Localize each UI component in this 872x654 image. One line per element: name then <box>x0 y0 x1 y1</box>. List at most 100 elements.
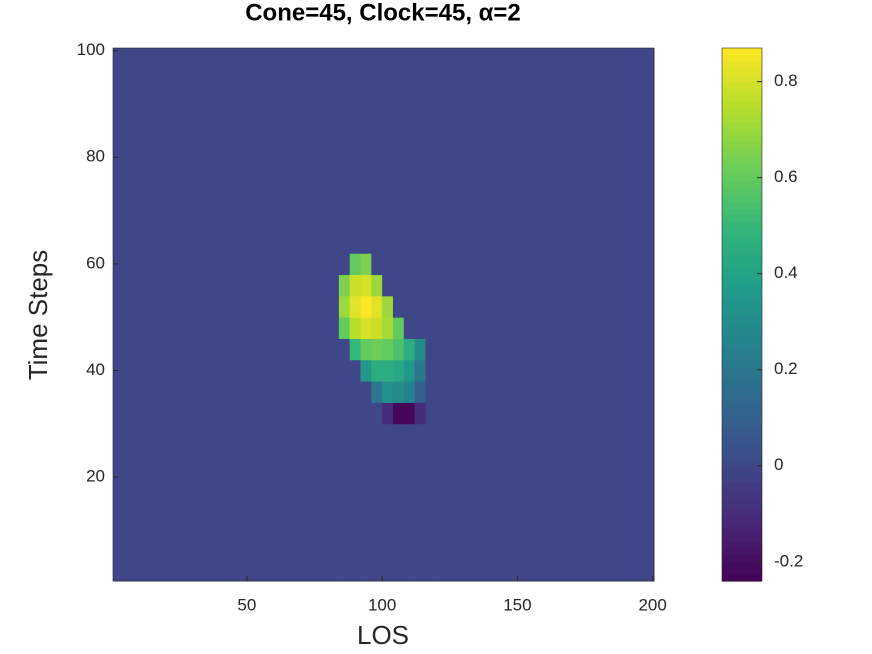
heat-cell <box>414 48 426 254</box>
colorbar-swatch <box>722 54 762 62</box>
colorbar-swatch <box>722 314 762 322</box>
colorbar-swatch <box>722 274 762 282</box>
colorbar-swatch <box>722 554 762 562</box>
colorbar-swatch <box>722 421 762 429</box>
colorbar-swatch <box>722 394 762 402</box>
heat-cell <box>113 402 340 425</box>
chart-title: Cone=45, Clock=45, α=2 <box>245 0 521 26</box>
colorbar-swatch <box>722 234 762 242</box>
heat-cell <box>113 295 340 318</box>
heat-cell <box>371 295 383 318</box>
heat-cell <box>338 274 351 297</box>
heat-cell <box>403 338 416 361</box>
heat-cell <box>360 48 372 254</box>
colorbar-swatch <box>722 87 762 96</box>
colorbar-swatch <box>722 101 762 109</box>
heat-cell <box>403 295 416 318</box>
heat-cell <box>360 253 372 276</box>
heat-cell <box>436 274 655 297</box>
heat-cell <box>414 317 426 339</box>
colorbar-swatch <box>722 367 762 376</box>
heat-cell <box>436 402 655 425</box>
y-tick-label: 20 <box>86 467 105 486</box>
heat-cell <box>425 423 437 582</box>
colorbar-swatch <box>722 134 762 142</box>
heat-cell <box>403 48 416 254</box>
heat-cell <box>382 253 394 276</box>
heat-cell <box>403 359 416 382</box>
colorbar-swatch <box>722 107 762 116</box>
colorbar-tick-label: 0.8 <box>774 71 798 90</box>
heat-cell <box>436 253 655 276</box>
colorbar-swatch <box>722 261 762 269</box>
heat-cell <box>425 317 437 339</box>
heat-cell <box>436 338 655 361</box>
heat-cell <box>113 48 340 254</box>
colorbar-swatch <box>722 121 762 129</box>
colorbar-swatch <box>722 521 762 529</box>
x-axis-label: LOS <box>357 620 409 650</box>
heat-cell <box>436 359 655 382</box>
colorbar-swatch <box>722 301 762 309</box>
heat-cell <box>392 295 405 318</box>
heat-cell <box>360 317 372 339</box>
colorbar-swatch <box>722 487 762 495</box>
heat-cell <box>349 402 362 425</box>
heat-cell <box>382 423 394 582</box>
heat-cell <box>371 48 383 254</box>
heat-cell <box>425 381 437 403</box>
heat-cell <box>371 274 383 297</box>
heat-cell <box>113 274 340 297</box>
colorbar-swatch <box>722 141 762 149</box>
colorbar-swatch <box>722 547 762 555</box>
heat-cell <box>382 274 394 297</box>
colorbar-swatch <box>722 447 762 456</box>
colorbar-swatch <box>722 67 762 76</box>
colorbar-frame <box>721 47 763 582</box>
heat-cell <box>403 317 416 339</box>
heat-cell <box>382 402 394 425</box>
colorbar-swatch <box>722 174 762 182</box>
heat-cell <box>414 295 426 318</box>
colorbar-swatch <box>722 527 762 535</box>
colorbar-swatch <box>722 354 762 362</box>
colorbar-swatch <box>722 387 762 396</box>
colorbar-swatch <box>722 414 762 422</box>
heat-cell <box>403 274 416 297</box>
colorbar-swatch <box>722 407 762 416</box>
heat-cell <box>113 359 340 382</box>
y-tick-label: 40 <box>86 360 105 379</box>
colorbar-swatch <box>722 401 762 409</box>
heat-cell <box>113 423 340 582</box>
colorbar-swatch <box>722 454 762 462</box>
x-tick-label: 200 <box>638 595 666 614</box>
heat-cell <box>392 48 405 254</box>
heat-cell <box>360 274 372 297</box>
colorbar-swatch <box>722 127 762 136</box>
heat-cell <box>414 274 426 297</box>
heat-cell <box>371 359 383 382</box>
colorbar-swatch <box>722 241 762 249</box>
colorbar-swatch <box>722 187 762 196</box>
heat-cell <box>425 359 437 382</box>
colorbar-swatch <box>722 374 762 382</box>
colorbar-swatch <box>722 534 762 542</box>
colorbar-swatch <box>722 481 762 489</box>
heat-cell <box>338 381 351 403</box>
heat-cell <box>371 253 383 276</box>
colorbar-swatch <box>722 441 762 449</box>
heat-cell <box>349 274 362 297</box>
heat-cell <box>338 317 351 339</box>
heat-cell <box>403 423 416 582</box>
heat-cell <box>371 317 383 339</box>
heat-cell <box>382 317 394 339</box>
heat-cell <box>425 338 437 361</box>
x-tick-label: 50 <box>237 595 256 614</box>
colorbar-swatch <box>722 361 762 369</box>
colorbar-swatch <box>722 61 762 69</box>
heat-cell <box>113 253 340 276</box>
heat-cell <box>414 402 426 425</box>
heat-cell <box>349 338 362 361</box>
heat-cell <box>425 274 437 297</box>
heat-cell <box>338 402 351 425</box>
